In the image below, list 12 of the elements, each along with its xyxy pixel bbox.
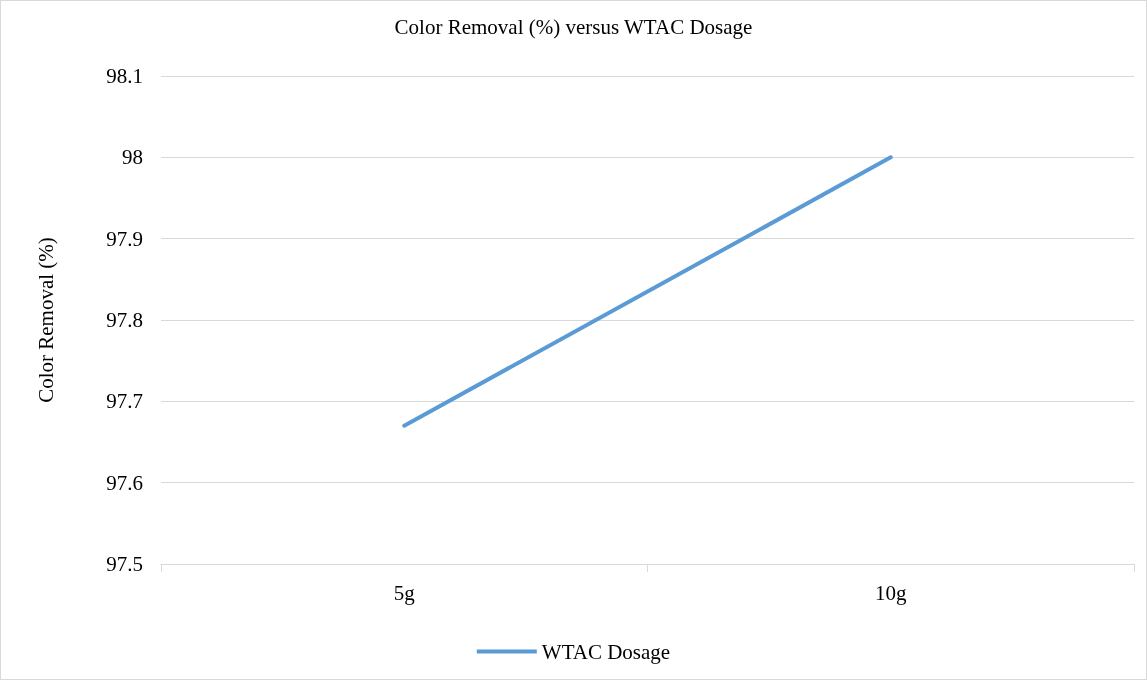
chart-title: Color Removal (%) versus WTAC Dosage: [394, 14, 753, 39]
y-tick-label: 97.6: [106, 470, 143, 495]
y-tick-label: 97.5: [106, 552, 143, 576]
y-tick-label: 98.1: [106, 64, 143, 88]
x-tick-label: 5g: [393, 580, 416, 605]
y-tick-label: 98: [122, 145, 143, 170]
y-tick-label: 97.7: [106, 389, 143, 414]
y-tick-label: 97.9: [106, 226, 143, 251]
legend-label: WTAC Dosage: [541, 639, 671, 664]
x-tick-label: 10g: [875, 580, 907, 605]
y-tick-label: 97.8: [106, 308, 143, 332]
y-axis-title: Color Removal (%): [33, 237, 58, 403]
